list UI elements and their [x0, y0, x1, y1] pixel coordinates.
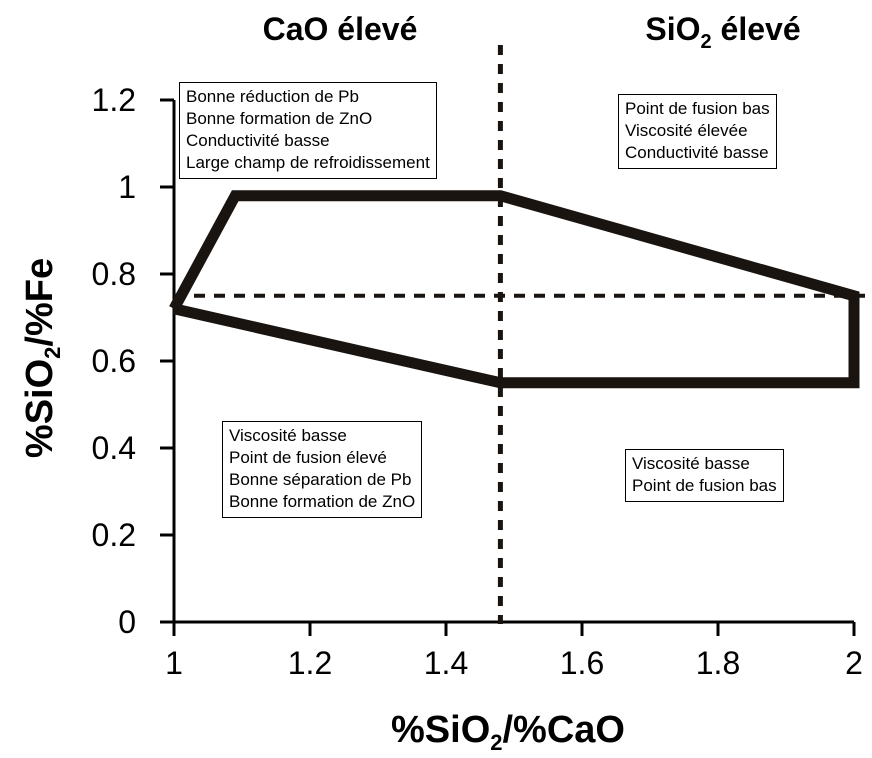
axes: [160, 98, 856, 636]
y-tick-label: 0: [118, 604, 136, 640]
annotation-line: Viscosité basse: [229, 426, 347, 445]
x-tick-label: 2: [845, 645, 863, 681]
y-tick-label: 0.2: [92, 517, 136, 553]
operating-window-vertex: [500, 195, 501, 196]
y-axis-title: %SiO2/%Fe: [19, 258, 65, 458]
y-tick-label: 0.8: [92, 256, 136, 292]
x-tick-label: 1.6: [560, 645, 604, 681]
annotation-line: Bonne formation de ZnO: [186, 109, 373, 128]
x-tick-label: 1: [165, 645, 183, 681]
annotation-line: Point de fusion élevé: [229, 448, 387, 467]
annotation-line: Point de fusion bas: [632, 476, 777, 495]
annotation-bottom-left: Viscosité basse Point de fusion élevé Bo…: [222, 421, 423, 518]
annotation-line: Conductivité basse: [186, 131, 330, 150]
region-title-right-sub: 2: [701, 31, 712, 53]
operating-window-vertex: [854, 382, 855, 383]
region-title-right-prefix: SiO: [645, 11, 700, 47]
region-title-left: CaO élevé: [263, 11, 418, 47]
y-axis-title-prefix: %SiO: [19, 359, 61, 458]
x-tick-label: 1.2: [288, 645, 332, 681]
x-axis-title-prefix: %SiO: [391, 709, 490, 751]
annotation-line: Viscosité basse: [632, 454, 750, 473]
x-tick-label: 1.4: [424, 645, 468, 681]
operating-window-vertex: [500, 382, 501, 383]
y-tick-label: 1: [118, 169, 136, 205]
annotation-top-right: Point de fusion bas Viscosité élevée Con…: [618, 94, 777, 169]
y-tick-label: 1.2: [92, 82, 136, 118]
operating-window-vertex: [854, 295, 855, 296]
x-axis-title: %SiO2/%CaO: [391, 709, 625, 755]
x-axis-title-sub: 2: [490, 730, 502, 755]
annotation-top-left: Bonne réduction de Pb Bonne formation de…: [179, 82, 437, 179]
y-tick-label: 0.6: [92, 343, 136, 379]
operating-window-vertex: [235, 195, 236, 196]
annotation-line: Large champ de refroidissement: [186, 153, 430, 172]
operating-window-vertex: [174, 308, 175, 309]
operating-window-outline: [169, 190, 860, 389]
y-tick-label: 0.4: [92, 430, 136, 466]
annotation-line: Viscosité élevée: [625, 121, 748, 140]
y-axis-title-sub: 2: [40, 347, 65, 359]
annotation-line: Bonne réduction de Pb: [186, 87, 359, 106]
y-axis-title-suffix: /%Fe: [19, 258, 61, 347]
annotation-line: Bonne formation de ZnO: [229, 492, 416, 511]
annotation-line: Point de fusion bas: [625, 99, 770, 118]
region-title-right-suffix: élevé: [712, 11, 801, 47]
x-tick-label: 1.8: [696, 645, 740, 681]
reference-lines: [174, 45, 868, 624]
tick-labels: 0 0.2 0.4 0.6 0.8 1 1.2 1 1.2 1.4 1.6 1.8 2: [92, 82, 863, 681]
annotation-line: Bonne séparation de Pb: [229, 470, 412, 489]
region-title-right: SiO2 élevé: [645, 11, 800, 53]
annotation-line: Conductivité basse: [625, 143, 769, 162]
annotation-bottom-right: Viscosité basse Point de fusion bas: [625, 449, 784, 502]
x-axis-title-suffix: /%CaO: [503, 709, 625, 751]
series: [169, 190, 860, 389]
